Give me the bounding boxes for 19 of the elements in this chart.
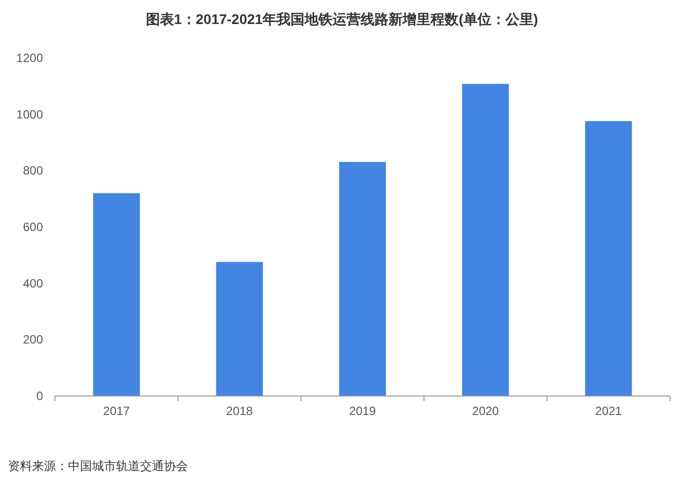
y-tick-label: 600 [22, 220, 44, 234]
bar [339, 162, 386, 396]
bar [93, 193, 140, 396]
x-tick-label: 2021 [595, 404, 622, 418]
y-tick-label: 800 [22, 164, 44, 178]
x-tick-label: 2020 [472, 404, 500, 418]
x-tick-label: 2018 [226, 404, 254, 418]
x-tick-label: 2019 [349, 404, 376, 418]
y-tick-label: 1000 [16, 107, 44, 122]
bar [216, 262, 263, 396]
bar [462, 84, 509, 396]
x-tick-label: 2017 [103, 404, 130, 418]
chart-title: 图表1：2017-2021年我国地铁运营线路新增里程数(单位：公里) [146, 11, 538, 27]
y-tick-label: 200 [22, 332, 44, 347]
y-tick-label: 400 [22, 276, 44, 290]
text: 资料来源：中国城市轨道交通协会 [8, 459, 188, 473]
bar [585, 121, 632, 396]
y-tick-label: 0 [36, 389, 44, 403]
y-tick-label: 1200 [16, 51, 44, 65]
